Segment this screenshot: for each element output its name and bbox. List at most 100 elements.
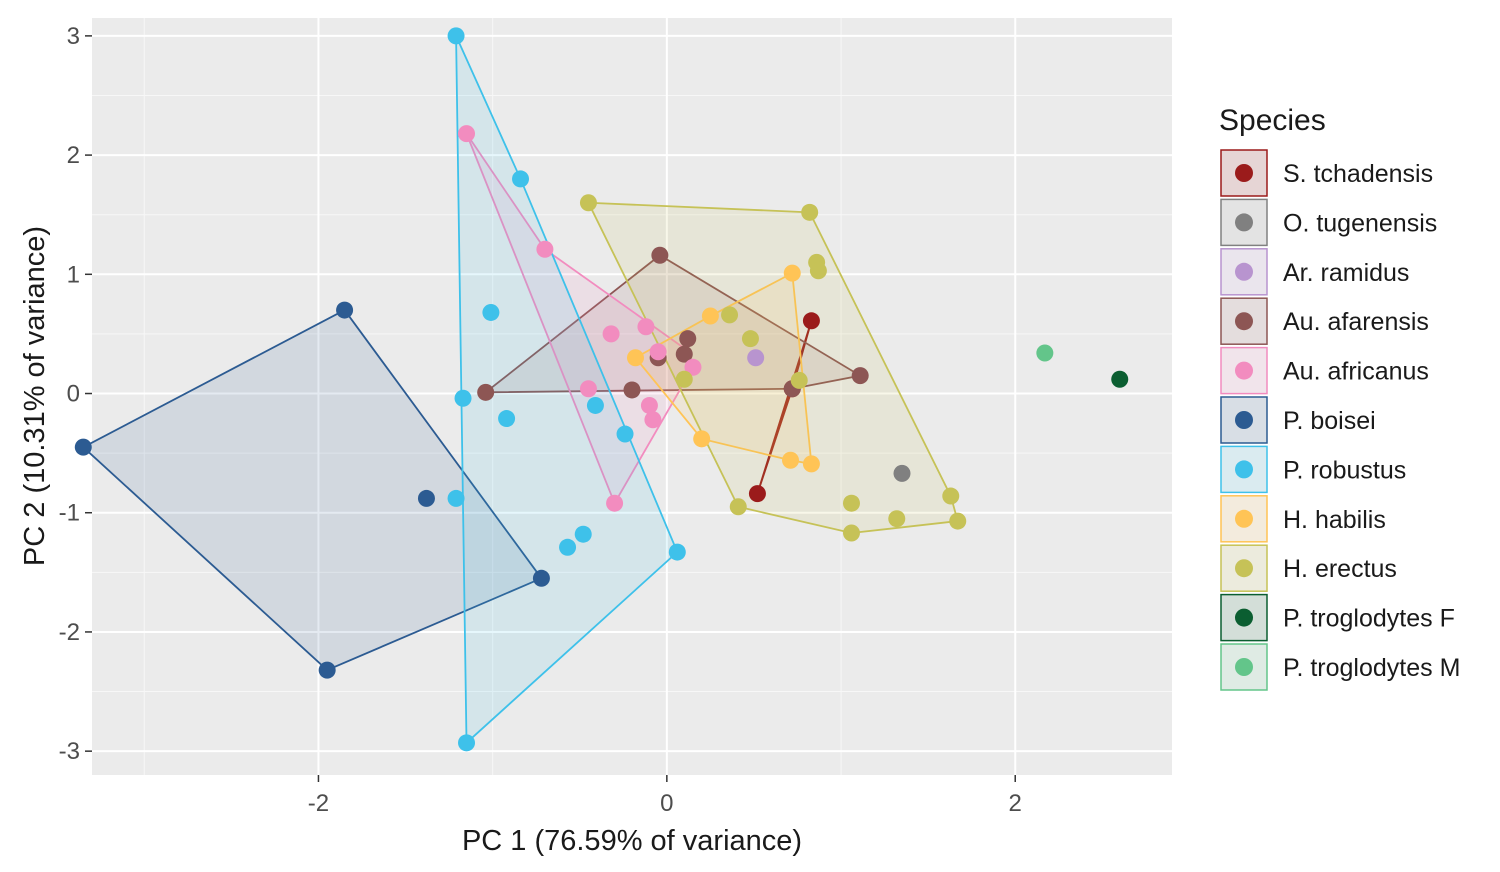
point-h-erectus — [888, 510, 906, 528]
y-tick-label: 3 — [67, 23, 80, 50]
point-au-africanus — [684, 358, 702, 376]
data-points — [74, 27, 1129, 752]
point-h-erectus — [721, 306, 739, 324]
point-p-robustus — [559, 538, 577, 556]
point-h-erectus — [801, 203, 819, 221]
point-h-erectus — [949, 512, 967, 530]
point-h-habilis — [626, 349, 644, 367]
legend-label: Au. africanus — [1283, 358, 1429, 386]
point-h-habilis — [693, 430, 711, 448]
legend-items: S. tchadensis O. tugenensis Ar. ramidus Au.… — [1220, 149, 1460, 691]
x-tick-label: 2 — [1009, 790, 1022, 817]
legend-item-h-habilis: H. habilis — [1220, 495, 1386, 543]
point-p-robustus — [512, 170, 530, 188]
legend-item-ar-ramidus: Ar. ramidus — [1220, 248, 1409, 296]
point-p-robustus — [574, 525, 592, 543]
point-au-africanus — [602, 325, 620, 343]
point-p-robustus — [454, 389, 472, 407]
x-tick-label: -2 — [308, 790, 329, 817]
point-h-erectus — [790, 371, 808, 389]
point-h-habilis — [802, 455, 820, 473]
point-p-robustus — [668, 543, 686, 561]
point-au-africanus — [536, 240, 554, 258]
point-au-africanus — [579, 380, 597, 398]
point-au-africanus — [640, 396, 658, 414]
legend-item-p-troglodytes-m: P. troglodytes M — [1220, 643, 1460, 691]
point-h-erectus — [809, 262, 827, 280]
y-tick-label: 0 — [67, 381, 80, 408]
point-p-boisei — [318, 661, 336, 679]
x-tick-label: 0 — [660, 790, 673, 817]
point-au-africanus — [458, 125, 476, 143]
point-o-tugenensis — [893, 464, 911, 482]
y-tick-label: 1 — [67, 261, 80, 288]
y-axis-ticks: -3 -2 -1 0 1 2 3 — [59, 23, 92, 765]
legend-key-point — [1235, 559, 1253, 578]
point-p-troglodytes-f — [1111, 370, 1129, 388]
legend-key-point — [1235, 361, 1253, 380]
point-h-habilis — [701, 307, 719, 325]
point-p-robustus — [458, 734, 476, 752]
legend-key-point — [1235, 312, 1253, 331]
legend-item-p-boisei: P. boisei — [1220, 396, 1376, 444]
point-au-africanus — [649, 343, 667, 361]
y-tick-label: -3 — [59, 738, 80, 765]
point-p-robustus — [586, 396, 604, 414]
legend-label: H. erectus — [1283, 555, 1397, 583]
point-h-erectus — [942, 487, 960, 505]
y-tick-label: 2 — [67, 142, 80, 169]
point-h-erectus — [675, 370, 693, 388]
y-tick-label: -1 — [59, 500, 80, 527]
legend-item-p-troglodytes-f: P. troglodytes F — [1220, 593, 1455, 642]
legend-label: P. boisei — [1283, 407, 1376, 435]
legend-label: H. habilis — [1283, 506, 1386, 534]
hull-s-tchadensis — [756, 320, 813, 494]
point-h-erectus — [842, 524, 860, 542]
point-s-tchadensis — [802, 312, 820, 330]
legend-key-point — [1235, 460, 1253, 479]
point-p-boisei — [417, 489, 435, 507]
point-p-robustus — [616, 425, 634, 443]
point-au-afarensis — [679, 330, 697, 348]
point-s-tchadensis — [748, 485, 766, 503]
legend-key-point — [1235, 608, 1253, 627]
point-au-afarensis — [675, 345, 693, 363]
point-au-afarensis — [477, 383, 495, 401]
legend-item-h-erectus: H. erectus — [1220, 544, 1397, 592]
legend-label: P. troglodytes M — [1283, 654, 1460, 682]
legend-key-point — [1235, 213, 1253, 232]
point-h-habilis — [782, 451, 800, 469]
point-h-erectus — [741, 330, 759, 348]
legend-label: O. tugenensis — [1283, 209, 1437, 237]
point-au-afarensis — [651, 246, 669, 264]
legend-label: P. troglodytes F — [1283, 605, 1455, 633]
point-p-robustus — [498, 410, 516, 428]
legend-label: Au. afarensis — [1283, 308, 1429, 336]
point-h-erectus — [842, 494, 860, 512]
legend-label: Ar. ramidus — [1283, 259, 1409, 287]
point-p-robustus — [482, 303, 500, 321]
point-p-boisei — [336, 301, 354, 319]
point-au-africanus — [644, 411, 662, 429]
legend-item-o-tugenensis: O. tugenensis — [1220, 198, 1437, 247]
point-h-habilis — [783, 264, 801, 282]
x-axis-title: PC 1 (76.59% of variance) — [462, 825, 802, 857]
legend-label: S. tchadensis — [1283, 160, 1433, 188]
point-h-erectus — [579, 194, 597, 212]
point-p-boisei — [74, 438, 92, 456]
point-au-afarensis — [851, 367, 869, 385]
point-au-afarensis — [623, 381, 641, 399]
point-p-troglodytes-m — [1036, 344, 1054, 362]
legend-item-au-africanus: Au. africanus — [1220, 346, 1429, 395]
point-au-africanus — [637, 318, 655, 336]
point-ar-ramidus — [747, 349, 765, 367]
y-tick-label: -2 — [59, 619, 80, 646]
x-axis-ticks: -2 0 2 — [308, 775, 1022, 817]
legend-key-point — [1235, 164, 1253, 182]
point-h-erectus — [729, 498, 747, 516]
legend-key-point — [1235, 411, 1253, 429]
point-au-africanus — [606, 494, 624, 512]
legend-title: Species — [1219, 104, 1326, 137]
legend-item-p-robustus: P. robustus — [1220, 445, 1406, 494]
